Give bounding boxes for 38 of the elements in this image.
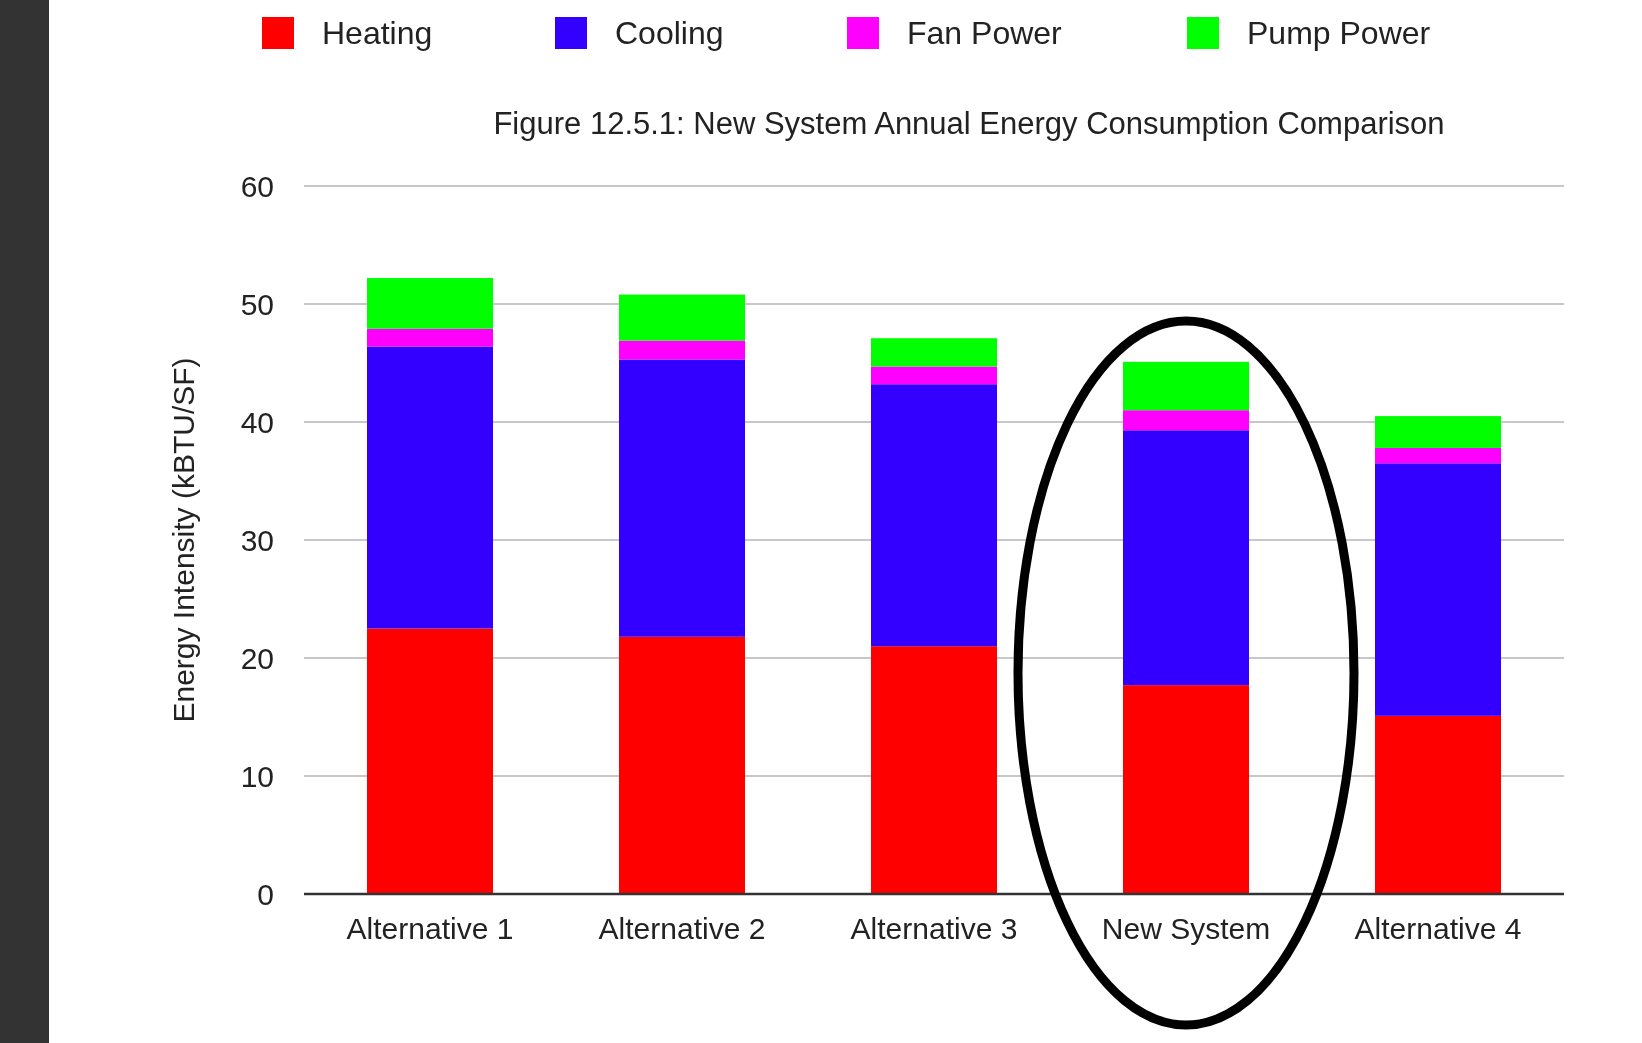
bar <box>871 384 997 647</box>
bar <box>1375 715 1501 894</box>
bar <box>1375 416 1501 448</box>
x-tick-label: Alternative 1 <box>346 912 514 945</box>
bar <box>1123 430 1249 686</box>
x-tick-label: New System <box>1101 912 1271 945</box>
bar <box>367 328 493 347</box>
x-tick-label: Alternative 2 <box>598 912 766 945</box>
bar <box>367 278 493 329</box>
y-axis-title: Energy Intensity (kBTU/SF) <box>167 357 200 723</box>
legend-label: Cooling <box>615 15 724 52</box>
bar <box>871 366 997 385</box>
legend-label: Fan Power <box>907 15 1063 52</box>
bar <box>619 340 745 360</box>
bar <box>1375 447 1501 464</box>
bar <box>367 346 493 629</box>
chart-title: Figure 12.5.1: New System Annual Energy Consumption Comparison <box>493 106 1445 141</box>
y-tick-label: 60 <box>240 169 274 203</box>
y-tick-label: 10 <box>240 759 274 793</box>
bar <box>619 636 745 894</box>
legend-label: Heating <box>322 15 433 52</box>
bar <box>1123 685 1249 894</box>
x-tick-label: Alternative 4 <box>1354 912 1522 945</box>
bar <box>367 628 493 894</box>
bar <box>871 338 997 367</box>
y-tick-label: 30 <box>240 523 274 557</box>
y-tick-label: 40 <box>240 405 274 439</box>
bar <box>1375 463 1501 716</box>
y-tick-label: 0 <box>257 877 274 911</box>
bar <box>1123 361 1249 411</box>
y-tick-label: 50 <box>240 287 274 321</box>
legend-label: Pump Power <box>1247 15 1431 52</box>
bar <box>1123 410 1249 431</box>
bar <box>871 646 997 894</box>
x-tick-label: Alternative 3 <box>850 912 1018 945</box>
y-tick-label: 20 <box>240 641 274 675</box>
bar <box>619 359 745 637</box>
bar <box>619 294 745 341</box>
